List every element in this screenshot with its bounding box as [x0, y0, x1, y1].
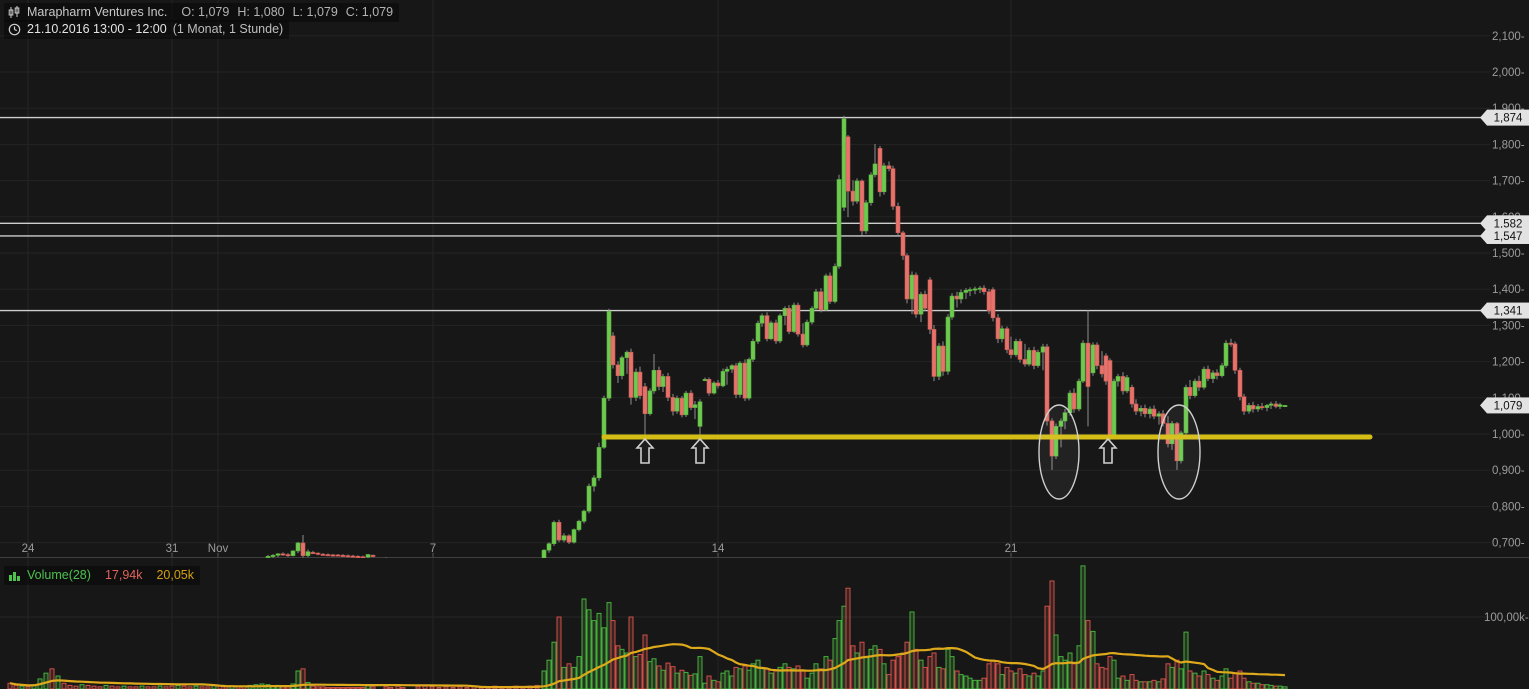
volume-current-value: 17,94k	[104, 568, 143, 582]
arrow-markers	[635, 437, 1118, 464]
svg-text:1,200-: 1,200-	[1492, 357, 1525, 369]
alert-price-badge: 1,547	[1480, 227, 1529, 244]
svg-text:0,900-: 0,900-	[1492, 465, 1525, 477]
date-range: 21.10.2016 13:00 - 12:00	[27, 22, 167, 36]
up-arrow-marker	[1098, 437, 1118, 464]
alert-price-badge: 1,874	[1480, 109, 1529, 126]
svg-text:31: 31	[166, 543, 179, 555]
ellipse-annotation	[1157, 404, 1201, 500]
svg-text:14: 14	[712, 543, 725, 555]
alert-price-badge: 1,582	[1480, 215, 1529, 232]
volume-ma-value: 20,05k	[156, 568, 194, 582]
svg-text:1,582: 1,582	[1494, 218, 1523, 230]
svg-text:1,341: 1,341	[1494, 306, 1523, 318]
clock-icon	[8, 23, 21, 36]
svg-text:100,00k-: 100,00k-	[1484, 612, 1529, 624]
ellipse-annotations	[1038, 404, 1201, 500]
svg-text:7: 7	[430, 543, 436, 555]
symbol-legend[interactable]: Marapharm Ventures Inc. O: 1,079 H: 1,080…	[4, 3, 400, 22]
svg-text:1,300-: 1,300-	[1492, 320, 1525, 332]
svg-text:1,500-: 1,500-	[1492, 248, 1525, 260]
svg-text:1,079: 1,079	[1494, 400, 1523, 412]
svg-text:1,700-: 1,700-	[1492, 176, 1525, 188]
volume-indicator-label: Volume(28)	[27, 568, 91, 582]
interval-label: (1 Monat, 1 Stunde)	[172, 22, 284, 36]
date-axis[interactable]: 24 31 Nov 7 14 21	[22, 543, 1018, 557]
svg-text:1,400-: 1,400-	[1492, 284, 1525, 296]
svg-text:1,800-: 1,800-	[1492, 139, 1525, 151]
svg-text:2,100-: 2,100-	[1492, 31, 1525, 43]
instrument-name: Marapharm Ventures Inc.	[27, 5, 168, 19]
svg-text:24: 24	[22, 543, 35, 555]
svg-text:0,800-: 0,800-	[1492, 501, 1525, 513]
up-arrow-marker	[690, 437, 710, 464]
svg-text:0,700-: 0,700-	[1492, 538, 1525, 550]
last-price-badge: 1,079	[1480, 397, 1529, 414]
candlestick-icon	[8, 5, 21, 19]
svg-text:1,874: 1,874	[1494, 113, 1523, 125]
svg-text:2,000-: 2,000-	[1492, 67, 1525, 79]
grid-layer	[0, 0, 1490, 689]
alert-lines-layer	[0, 116, 1490, 312]
alert-price-badge: 1,341	[1480, 302, 1529, 319]
ohlc-values: O: 1,079 H: 1,080 L: 1,079 C: 1,079	[181, 5, 394, 19]
volume-bars-icon	[8, 569, 21, 582]
up-arrow-marker	[635, 437, 655, 464]
candles-layer	[265, 115, 1288, 558]
volume-ma-line	[9, 643, 1286, 689]
svg-text:1,547: 1,547	[1494, 231, 1523, 243]
svg-text:Nov: Nov	[208, 543, 229, 555]
svg-text:21: 21	[1005, 543, 1018, 555]
timeframe-legend[interactable]: 21.10.2016 13:00 - 12:00 (1 Monat, 1 Stu…	[4, 20, 290, 39]
volume-legend[interactable]: Volume(28) 17,94k 20,05k	[4, 566, 200, 585]
svg-text:1,000-: 1,000-	[1492, 429, 1525, 441]
ellipse-annotation	[1038, 404, 1080, 500]
